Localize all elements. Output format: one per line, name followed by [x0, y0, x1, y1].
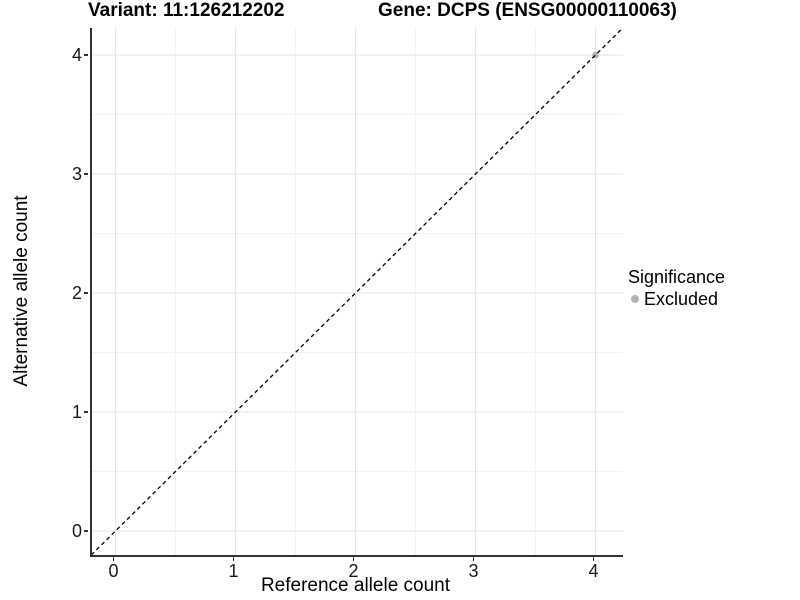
x-axis-title: Reference allele count [260, 575, 451, 596]
legend-item-label: Excluded [644, 289, 719, 309]
excluded-point-icon [631, 295, 639, 303]
gene-title: Gene: DCPS (ENSG00000110063) [378, 0, 677, 21]
x-axis-tick [112, 557, 115, 561]
x-tick-label: 1 [228, 561, 239, 581]
x-tick-label: 0 [108, 561, 119, 581]
y-tick-label: 2 [71, 282, 82, 303]
x-tick-label: 4 [588, 561, 599, 581]
y-axis-title: Alternative allele count [11, 195, 32, 387]
legend-title: Significance [628, 267, 726, 287]
variant-title: Variant: 11:126212202 [88, 0, 285, 21]
y-tick-label: 0 [71, 520, 82, 541]
y-axis-tick [84, 292, 88, 294]
y-tick-label: 1 [71, 401, 82, 422]
plot-panel [90, 28, 623, 557]
y-axis-tick [84, 411, 88, 413]
x-axis-tick [352, 557, 355, 561]
y-axis-tick [84, 54, 88, 56]
y-tick-label: 4 [71, 45, 82, 65]
y-axis-tick [84, 173, 88, 175]
y-tick-label: 3 [71, 163, 82, 184]
x-tick-label: 3 [468, 561, 479, 581]
plot-canvas [92, 28, 623, 555]
identity-line [92, 28, 623, 555]
x-axis-tick [232, 557, 235, 561]
x-axis-tick [592, 557, 595, 561]
legend: Significance Excluded [628, 266, 725, 310]
legend-item-excluded: Excluded [628, 288, 725, 310]
y-axis-tick [84, 530, 88, 532]
x-tick-label: 2 [348, 561, 359, 581]
x-axis-tick [472, 557, 475, 561]
